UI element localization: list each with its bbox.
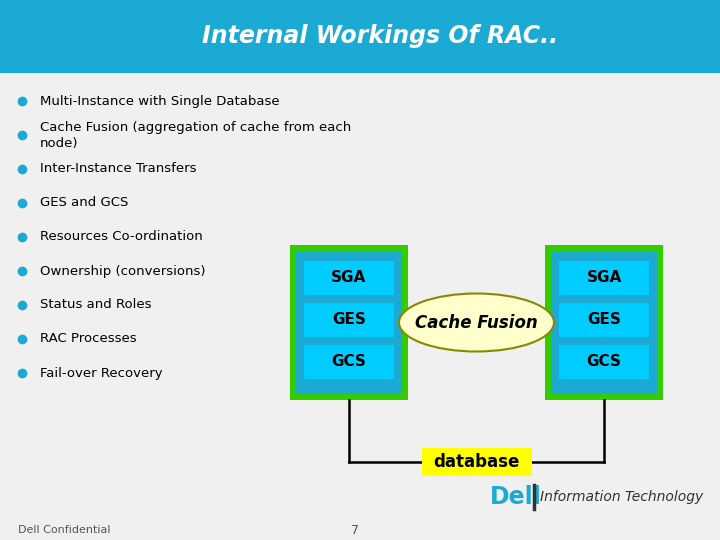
Text: Dell Confidential: Dell Confidential <box>18 525 110 535</box>
Text: RAC Processes: RAC Processes <box>40 333 137 346</box>
Ellipse shape <box>399 294 554 352</box>
Text: Cache Fusion: Cache Fusion <box>415 314 538 332</box>
Text: Resources Co-ordination: Resources Co-ordination <box>40 231 203 244</box>
Text: 7: 7 <box>351 523 359 537</box>
Text: Ownership (conversions): Ownership (conversions) <box>40 265 205 278</box>
Text: SGA: SGA <box>331 271 366 286</box>
FancyBboxPatch shape <box>0 0 720 73</box>
Text: Information Technology: Information Technology <box>540 490 703 504</box>
FancyBboxPatch shape <box>421 448 531 476</box>
Text: Internal Workings Of RAC..: Internal Workings Of RAC.. <box>202 24 558 49</box>
FancyBboxPatch shape <box>551 251 657 394</box>
FancyBboxPatch shape <box>304 303 394 337</box>
FancyBboxPatch shape <box>304 345 394 379</box>
FancyBboxPatch shape <box>290 245 408 400</box>
FancyBboxPatch shape <box>559 345 649 379</box>
Text: GES: GES <box>587 313 621 327</box>
Text: GES: GES <box>332 313 366 327</box>
Text: Fail-over Recovery: Fail-over Recovery <box>40 367 163 380</box>
Text: Multi-Instance with Single Database: Multi-Instance with Single Database <box>40 94 279 107</box>
Text: Dell: Dell <box>490 485 542 509</box>
Text: Status and Roles: Status and Roles <box>40 299 151 312</box>
FancyBboxPatch shape <box>304 261 394 295</box>
FancyBboxPatch shape <box>559 261 649 295</box>
Text: SGA: SGA <box>586 271 621 286</box>
Text: Inter-Instance Transfers: Inter-Instance Transfers <box>40 163 197 176</box>
Text: database: database <box>433 453 520 471</box>
Text: Cache Fusion (aggregation of cache from each
node): Cache Fusion (aggregation of cache from … <box>40 120 351 150</box>
Text: GCS: GCS <box>332 354 366 369</box>
FancyBboxPatch shape <box>559 303 649 337</box>
FancyBboxPatch shape <box>296 251 402 394</box>
Text: GCS: GCS <box>587 354 621 369</box>
Text: GES and GCS: GES and GCS <box>40 197 128 210</box>
FancyBboxPatch shape <box>545 245 663 400</box>
